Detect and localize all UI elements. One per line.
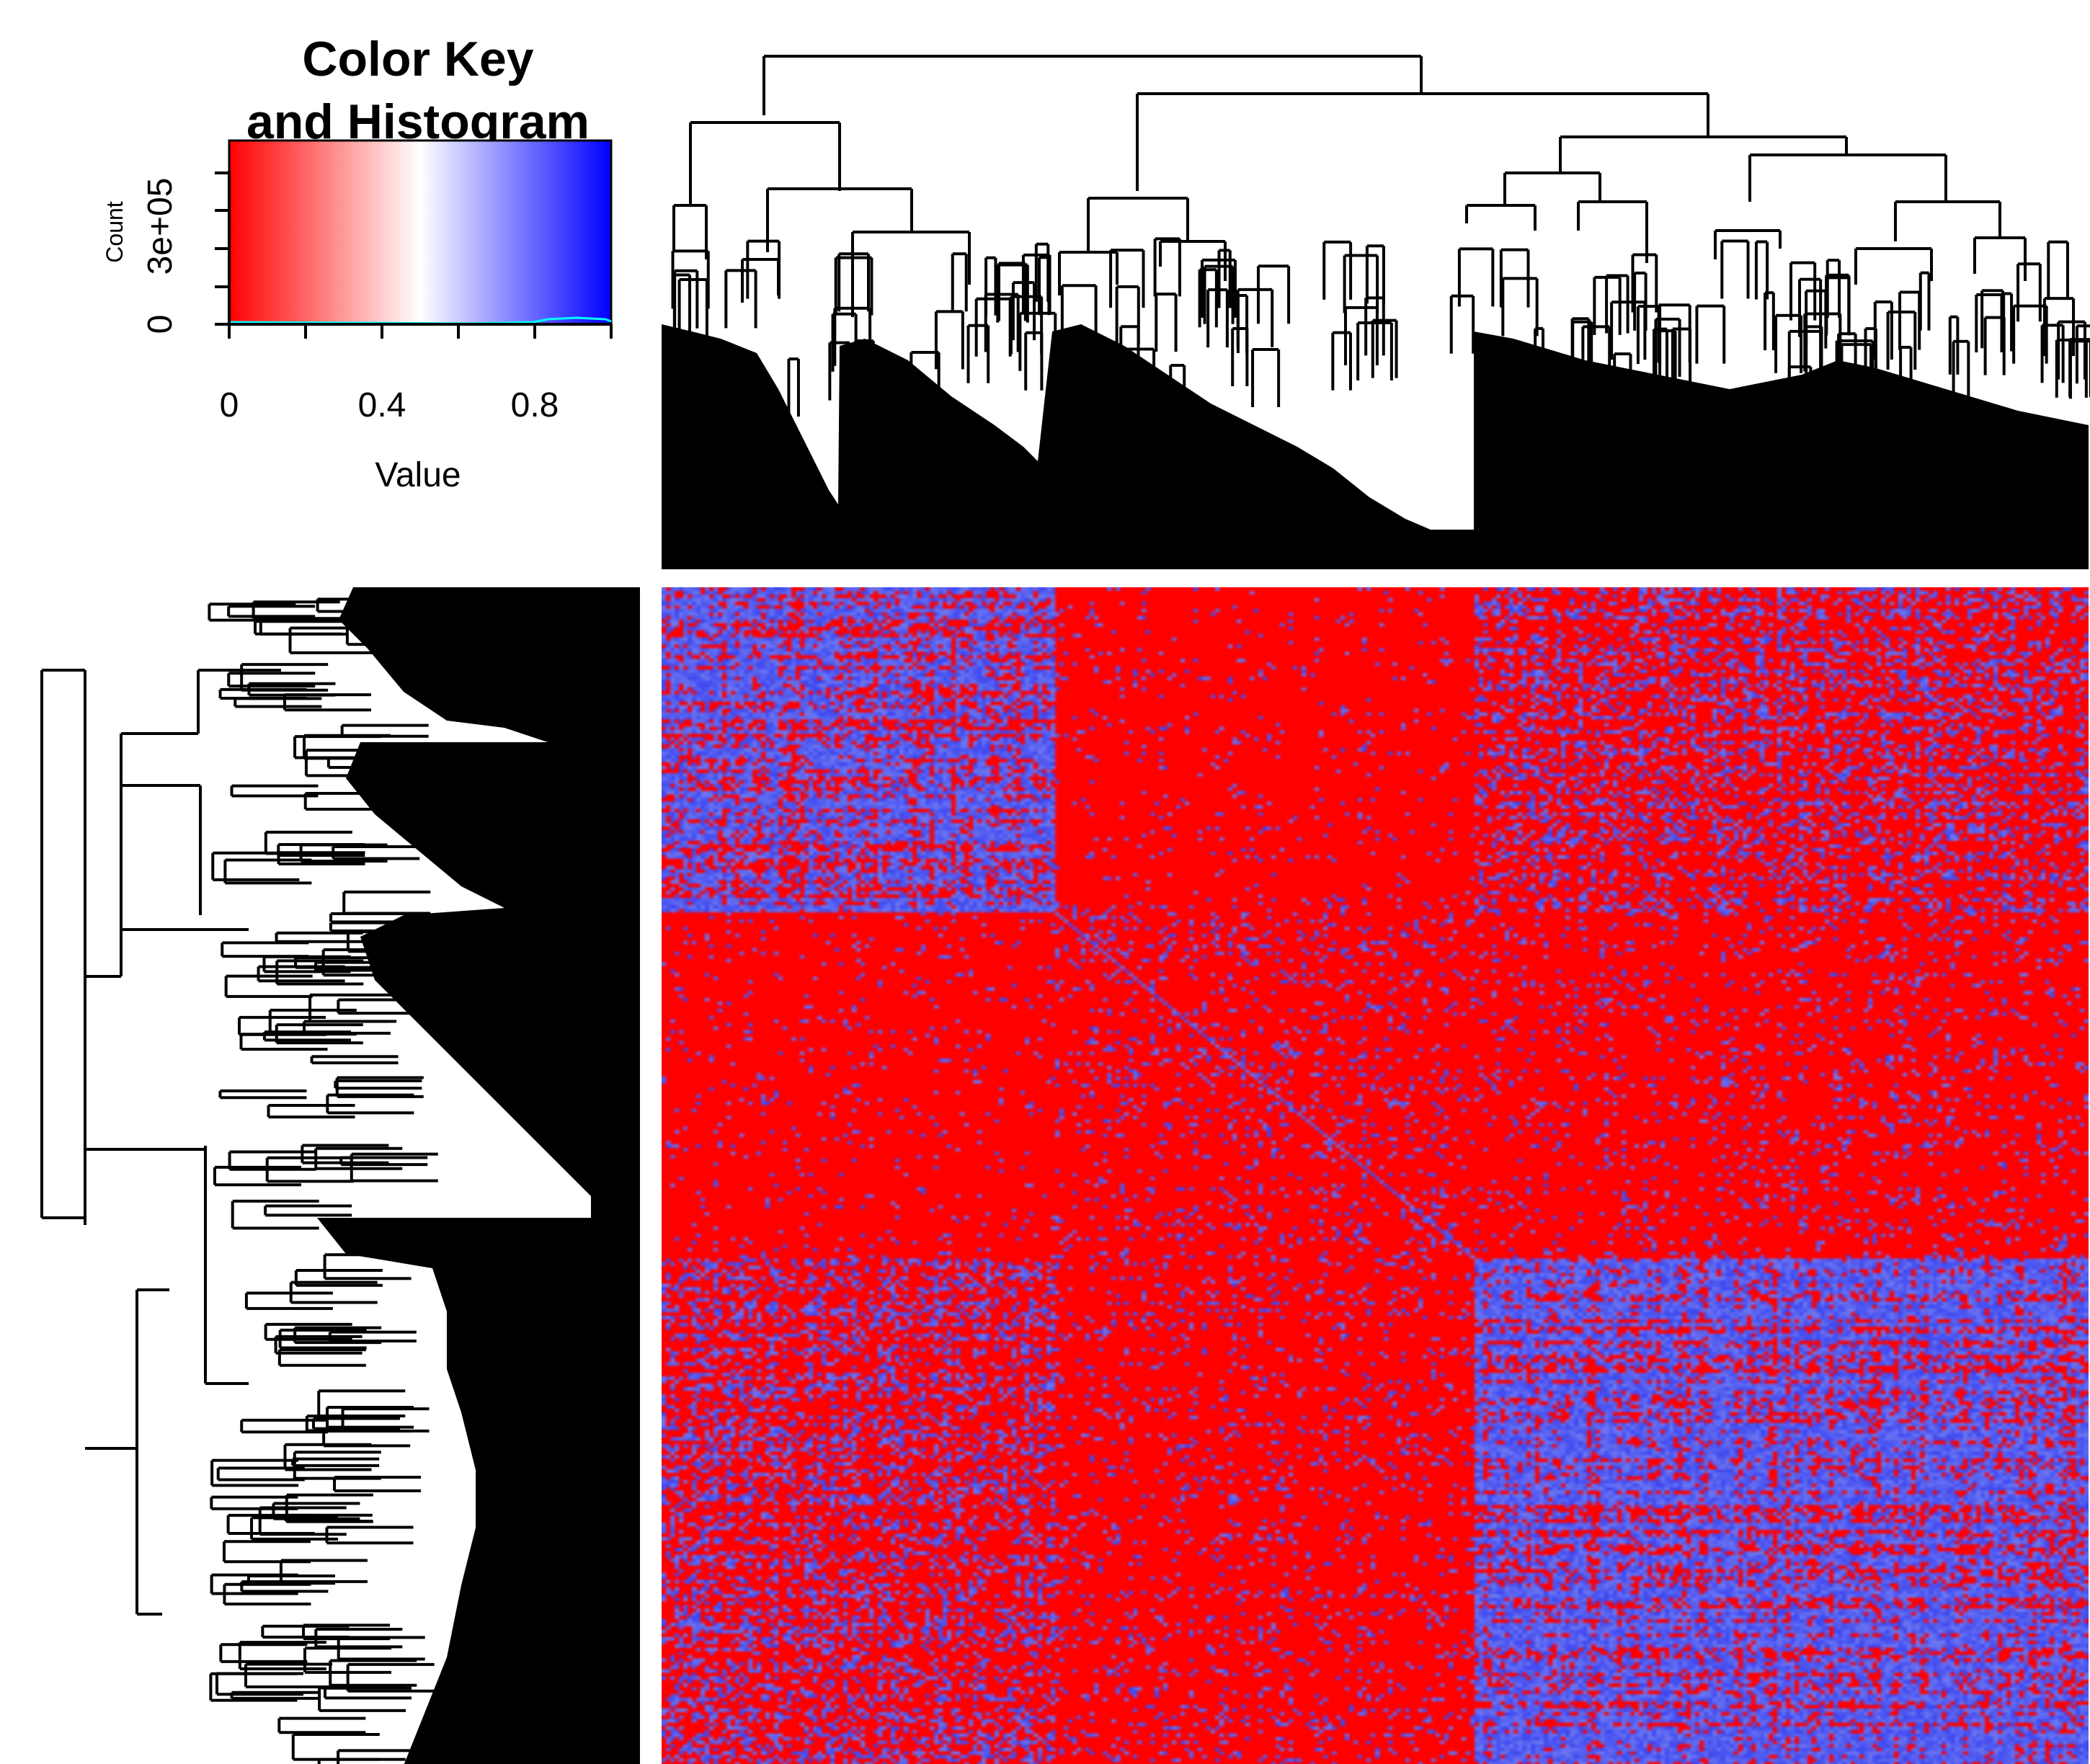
row-dendrogram — [40, 587, 640, 1764]
heatmap-cells — [662, 587, 2089, 1764]
color-key-title-line-1: Color Key — [302, 32, 533, 86]
color-key-gradient — [228, 139, 613, 326]
key-x-tick-label-0.8: 0.8 — [511, 386, 559, 424]
key-x-tick-label-0: 0 — [220, 386, 239, 424]
key-y-axis-label: Count — [102, 201, 128, 263]
row-dendro-leaves — [317, 587, 640, 1764]
col-dendro-leaves — [662, 324, 2089, 569]
color-key: Color Key and Histogram 0 3e+05 Count 0 … — [102, 32, 613, 494]
key-y-tick-label-3e05: 3e+05 — [141, 178, 179, 275]
key-x-ticks — [228, 324, 613, 339]
key-x-axis-label: Value — [375, 456, 461, 494]
heatmap — [662, 587, 2089, 1764]
key-y-ticks — [215, 172, 229, 326]
key-x-tick-label-0.4: 0.4 — [358, 386, 406, 424]
column-dendrogram — [662, 55, 2090, 569]
key-y-tick-label-0: 0 — [141, 315, 179, 334]
